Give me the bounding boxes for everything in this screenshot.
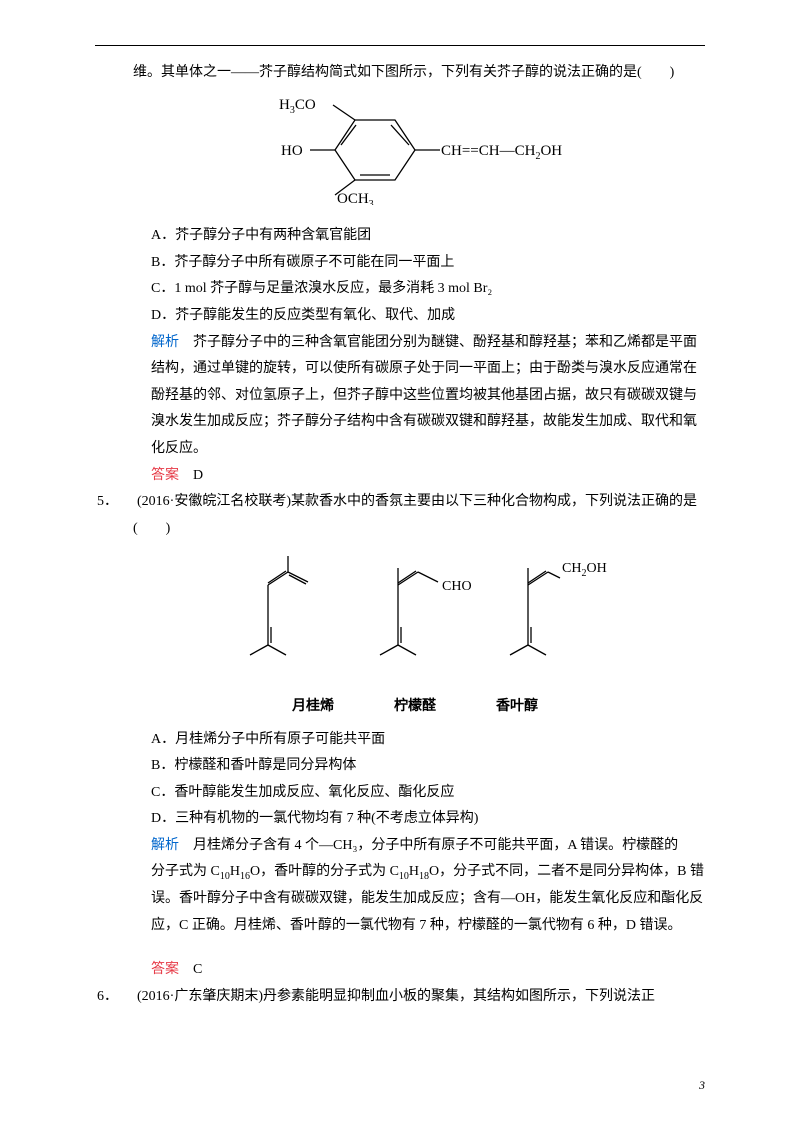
svg-text:CH==CH—CH2OH: CH==CH—CH2OH bbox=[441, 143, 562, 162]
t: O，分子式不同，二者不是同分异构体，B 错 bbox=[429, 864, 704, 879]
q4-intro: 维。其单体之一——芥子醇结构简式如下图所示，下列有关芥子醇的说法正确的是( ) bbox=[95, 60, 705, 87]
q5-opt-a: A．月桂烯分子中所有原子可能共平面 bbox=[95, 727, 705, 754]
q6-intro: (2016·广东肇庆期末)丹参素能明显抑制血小板的聚集，其结构如图所示，下列说法… bbox=[137, 989, 655, 1004]
t: H bbox=[409, 864, 419, 879]
q5-intro: (2016·安徽皖江名校联考)某款香水中的香氛主要由以下三种化合物构成，下列说法… bbox=[133, 494, 697, 536]
q4-answer-text: D bbox=[179, 468, 203, 483]
q5-analysis: 解析 月桂烯分子含有 4 个—CH₃，分子中所有原子不可能共平面，A 错误。柠檬… bbox=[95, 833, 705, 860]
answer-label: 答案 bbox=[151, 468, 179, 483]
q4-opt-c: C．1 mol 芥子醇与足量浓溴水反应，最多消耗 3 mol Br₂ bbox=[95, 276, 705, 303]
svg-text:H3CO: H3CO bbox=[279, 97, 316, 116]
header-rule bbox=[95, 45, 705, 46]
label-myrcene: 月桂烯 bbox=[292, 694, 334, 721]
svg-text:HO: HO bbox=[281, 143, 303, 159]
q6-number: 6． bbox=[115, 984, 137, 1011]
q5-opt-c: C．香叶醇能发生加成反应、氧化反应、酯化反应 bbox=[95, 780, 705, 807]
q5-number: 5． bbox=[115, 489, 137, 516]
svg-text:OCH3: OCH3 bbox=[337, 191, 374, 205]
answer-label: 答案 bbox=[151, 962, 179, 977]
svg-text:CH2OH: CH2OH bbox=[562, 561, 607, 579]
s: 18 bbox=[419, 871, 429, 882]
q5-opt-b: B．柠檬醛和香叶醇是同分异构体 bbox=[95, 753, 705, 780]
q6-block: 6．(2016·广东肇庆期末)丹参素能明显抑制血小板的聚集，其结构如图所示，下列… bbox=[115, 984, 705, 1011]
analysis-label: 解析 bbox=[151, 838, 179, 853]
analysis-label: 解析 bbox=[151, 335, 179, 350]
q4-structure: H3CO HO OCH3 CH==CH—CH2OH bbox=[95, 95, 705, 216]
t: H bbox=[230, 864, 240, 879]
s: 16 bbox=[240, 871, 250, 882]
q5-structures: CHO CH2OH bbox=[95, 550, 705, 686]
label-geraniol: 香叶醇 bbox=[496, 694, 538, 721]
svg-text:CHO: CHO bbox=[442, 579, 472, 594]
q4-opt-d: D．芥子醇能发生的反应类型有氧化、取代、加成 bbox=[95, 303, 705, 330]
q5-compound-labels: 月桂烯 柠檬醛 香叶醇 bbox=[95, 694, 705, 721]
q4-analysis: 解析 芥子醇分子中的三种含氧官能团分别为醚键、酚羟基和醇羟基；苯和乙烯都是平面结… bbox=[95, 330, 705, 463]
q5-opt-d: D．三种有机物的一氯代物均有 7 种(不考虑立体异构) bbox=[95, 806, 705, 833]
label-citral: 柠檬醛 bbox=[394, 694, 436, 721]
q5-analysis-p2: 分子式为 C10H16O，香叶醇的分子式为 C10H18O，分子式不同，二者不是… bbox=[95, 859, 705, 886]
q5-block: 5．(2016·安徽皖江名校联考)某款香水中的香氛主要由以下三种化合物构成，下列… bbox=[115, 489, 705, 542]
page-number: 3 bbox=[699, 1074, 705, 1097]
q5-analysis-p1: 月桂烯分子含有 4 个—CH₃，分子中所有原子不可能共平面，A 错误。柠檬醛的 bbox=[179, 838, 678, 853]
spacer bbox=[95, 939, 705, 957]
t: O，香叶醇的分子式为 C bbox=[250, 864, 399, 879]
q5-analysis-p3: 误。香叶醇分子中含有碳碳双键，能发生加成反应；含有—OH，能发生氧化反应和酯化反… bbox=[95, 886, 705, 939]
q4-analysis-text: 芥子醇分子中的三种含氧官能团分别为醚键、酚羟基和醇羟基；苯和乙烯都是平面结构，通… bbox=[151, 335, 697, 456]
s: 10 bbox=[399, 871, 409, 882]
q4-answer: 答案 D bbox=[95, 463, 705, 490]
q4-opt-b: B．芥子醇分子中所有碳原子不可能在同一平面上 bbox=[95, 250, 705, 277]
t: 分子式为 C bbox=[151, 864, 220, 879]
q5-answer-text: C bbox=[179, 962, 202, 977]
s: 10 bbox=[220, 871, 230, 882]
q4-opt-a: A．芥子醇分子中有两种含氧官能团 bbox=[95, 223, 705, 250]
q5-answer: 答案 C bbox=[95, 957, 705, 984]
